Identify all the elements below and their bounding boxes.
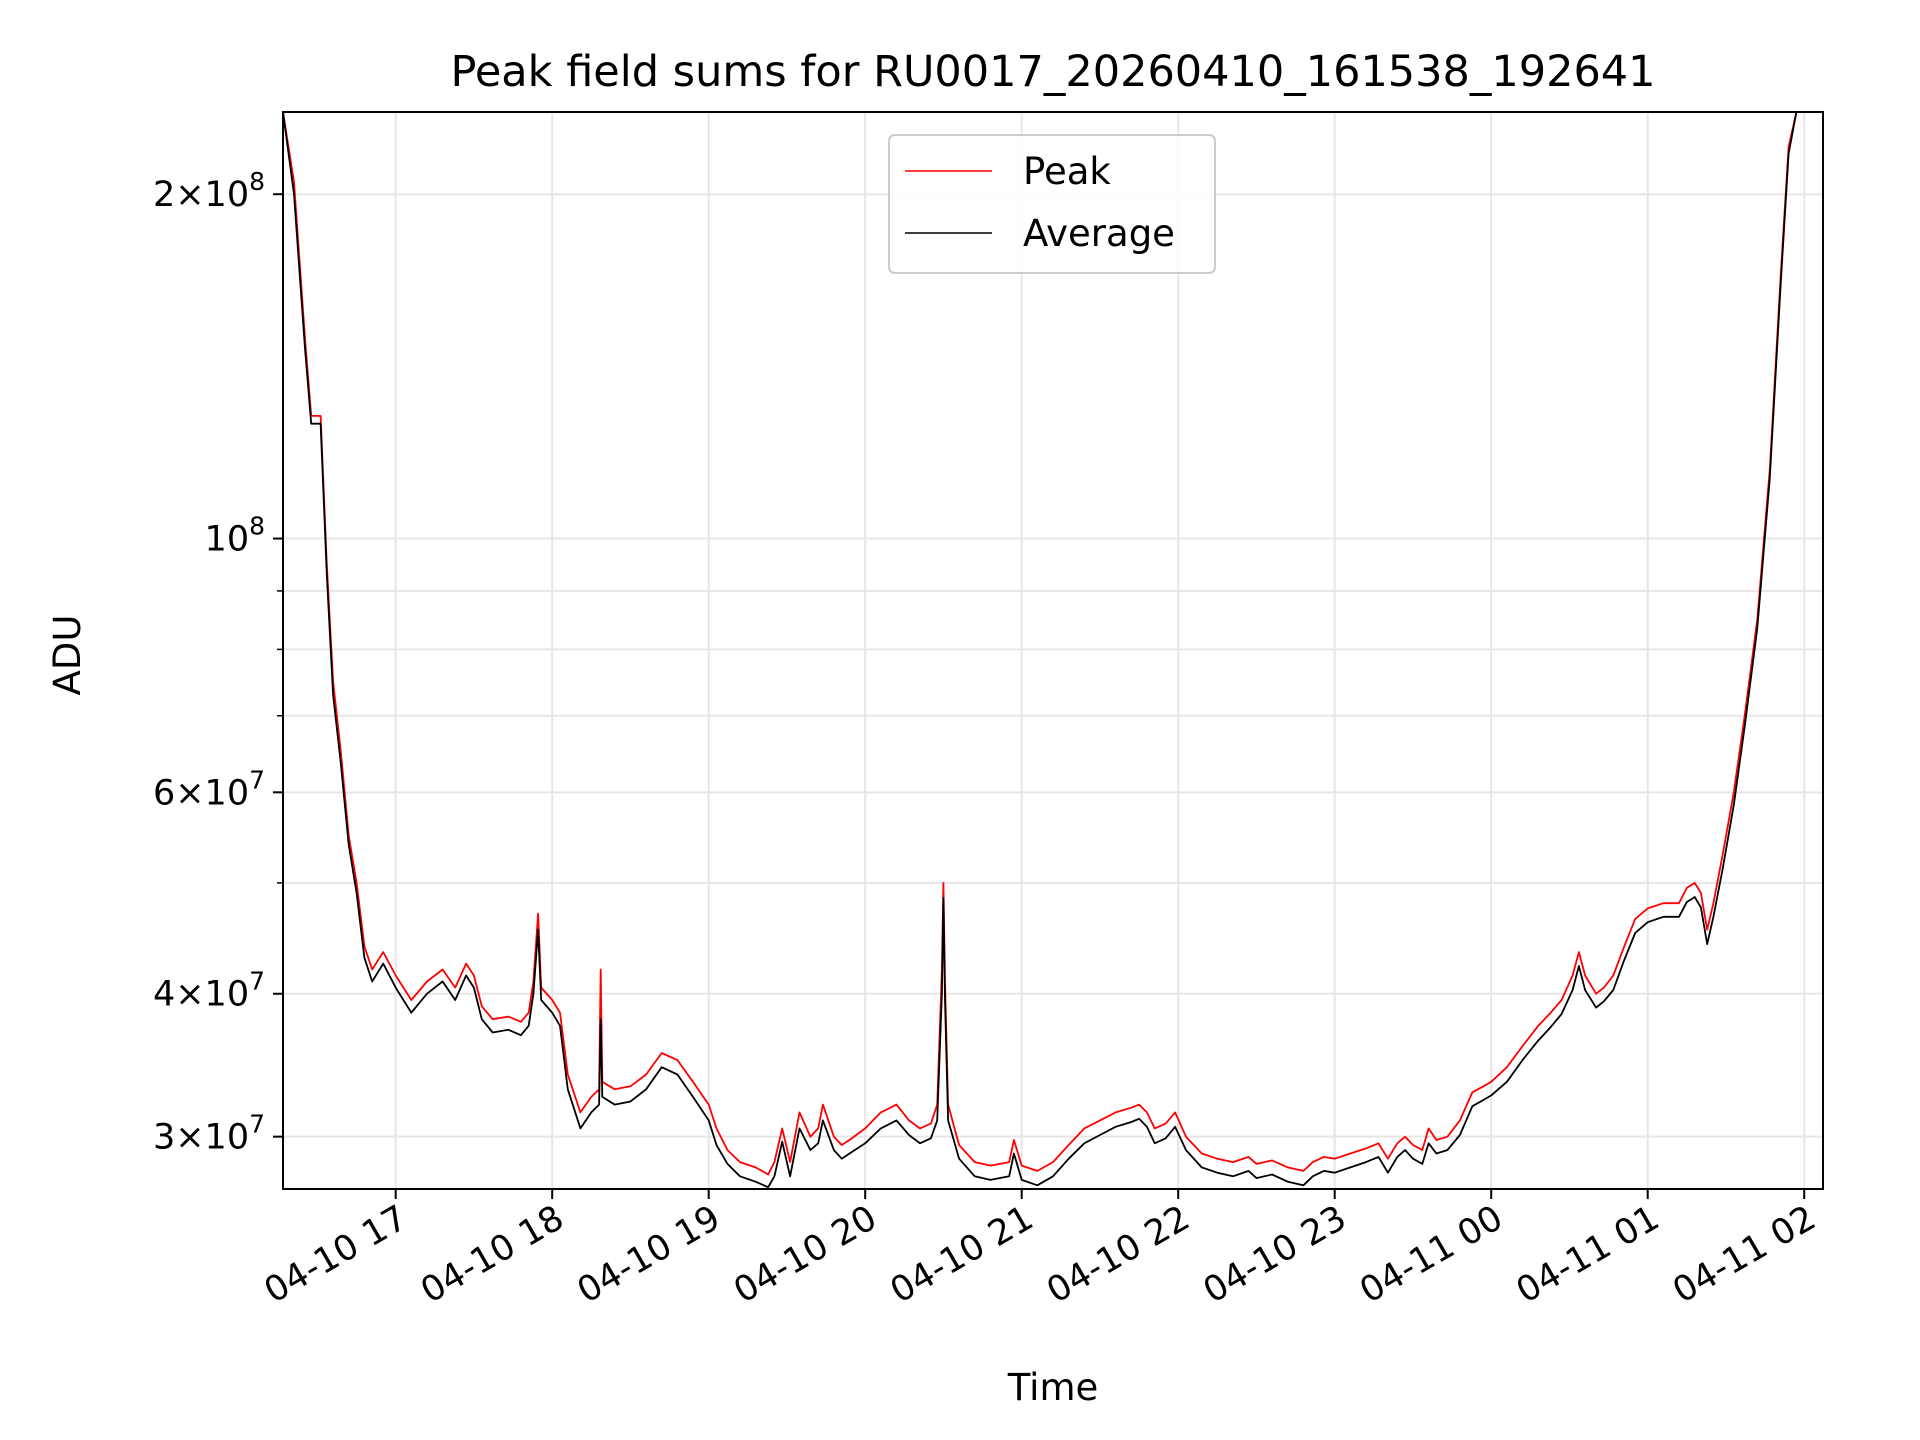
- grid-lines: [283, 112, 1823, 1189]
- legend-peak-label: Peak: [1023, 150, 1111, 193]
- y-axis-label: ADU: [46, 615, 89, 696]
- series-layer: [283, 112, 1805, 1189]
- y-tick-label: 2×108: [153, 167, 265, 215]
- legend-average-label: Average: [1023, 212, 1175, 255]
- plot-frame: [282, 111, 1824, 1190]
- y-tick-label: 6×107: [153, 765, 265, 813]
- series-average-line: [283, 112, 1805, 1189]
- legend-box: [888, 134, 1216, 274]
- y-tick-label: 108: [205, 512, 265, 560]
- y-tick-label: 4×107: [153, 967, 265, 1015]
- series-peak-line: [283, 112, 1805, 1176]
- legend: Peak Average: [888, 134, 1216, 274]
- y-tick-label: 3×107: [153, 1110, 265, 1158]
- chart-title: Peak field sums for RU0017_20260410_1615…: [450, 47, 1655, 97]
- x-axis-label: Time: [1007, 1366, 1099, 1409]
